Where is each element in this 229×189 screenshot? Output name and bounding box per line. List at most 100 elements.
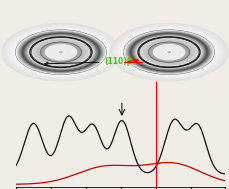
Circle shape [158,47,179,57]
Circle shape [135,36,202,69]
Circle shape [58,51,63,53]
Circle shape [27,36,94,69]
Circle shape [12,28,109,76]
Circle shape [167,52,170,53]
Circle shape [20,32,101,72]
Circle shape [56,50,66,55]
Circle shape [8,26,113,78]
Circle shape [117,27,220,78]
Circle shape [125,31,212,74]
Circle shape [54,49,68,56]
Circle shape [37,40,85,64]
Circle shape [115,26,222,79]
Circle shape [139,37,198,67]
Circle shape [156,46,180,58]
Circle shape [13,29,108,76]
Circle shape [50,47,71,57]
Circle shape [153,44,184,60]
Circle shape [145,40,192,64]
Circle shape [28,36,93,68]
Circle shape [6,25,115,79]
Circle shape [15,30,106,75]
Circle shape [24,34,97,70]
Circle shape [48,46,74,59]
Circle shape [132,34,205,70]
Circle shape [30,37,91,67]
Circle shape [23,34,98,71]
Circle shape [39,41,82,63]
Circle shape [58,51,64,54]
Circle shape [166,51,171,53]
Circle shape [59,52,62,53]
Circle shape [153,44,184,60]
Circle shape [122,29,215,75]
Circle shape [19,32,102,73]
Circle shape [25,35,96,70]
Circle shape [149,42,188,62]
Circle shape [138,37,199,67]
Circle shape [36,40,85,64]
Circle shape [44,44,77,60]
Circle shape [129,33,208,72]
Circle shape [51,47,71,57]
Circle shape [160,48,176,56]
Circle shape [126,31,211,73]
Circle shape [34,39,87,65]
Circle shape [123,30,214,75]
Circle shape [166,51,170,53]
Circle shape [33,39,88,66]
Circle shape [167,52,169,53]
Circle shape [14,29,107,75]
Circle shape [21,33,100,72]
Circle shape [155,46,181,59]
Circle shape [47,45,74,59]
Circle shape [3,23,119,81]
Circle shape [32,38,89,66]
Circle shape [5,25,116,80]
Circle shape [130,33,207,71]
Circle shape [38,41,83,64]
Circle shape [128,32,209,72]
Circle shape [3,24,118,81]
Circle shape [146,41,191,64]
Circle shape [140,38,197,66]
Circle shape [9,27,112,78]
Circle shape [121,29,216,76]
Circle shape [143,40,194,65]
Circle shape [162,49,174,55]
Circle shape [11,28,110,77]
Circle shape [40,42,82,62]
Circle shape [45,44,76,60]
Circle shape [159,48,177,57]
Circle shape [4,24,117,80]
Circle shape [43,43,79,61]
Circle shape [152,44,185,60]
Circle shape [10,27,111,77]
Circle shape [49,46,73,58]
Circle shape [31,37,90,67]
Circle shape [46,45,76,60]
Circle shape [134,35,203,69]
Circle shape [17,31,104,74]
Circle shape [18,31,103,73]
Circle shape [118,27,219,77]
Circle shape [158,47,178,57]
Circle shape [42,43,79,61]
Circle shape [131,34,206,71]
Text: (110)β: (110)β [45,57,132,66]
Circle shape [114,25,223,79]
Circle shape [41,42,80,62]
Circle shape [124,30,213,74]
Circle shape [119,28,218,77]
Circle shape [7,26,114,79]
Circle shape [111,24,226,81]
Circle shape [153,45,183,60]
Circle shape [113,25,224,80]
Circle shape [53,48,69,56]
Circle shape [142,39,195,65]
Circle shape [112,24,225,80]
Circle shape [150,43,186,61]
Circle shape [45,44,76,60]
Circle shape [127,32,210,73]
Circle shape [109,23,228,81]
